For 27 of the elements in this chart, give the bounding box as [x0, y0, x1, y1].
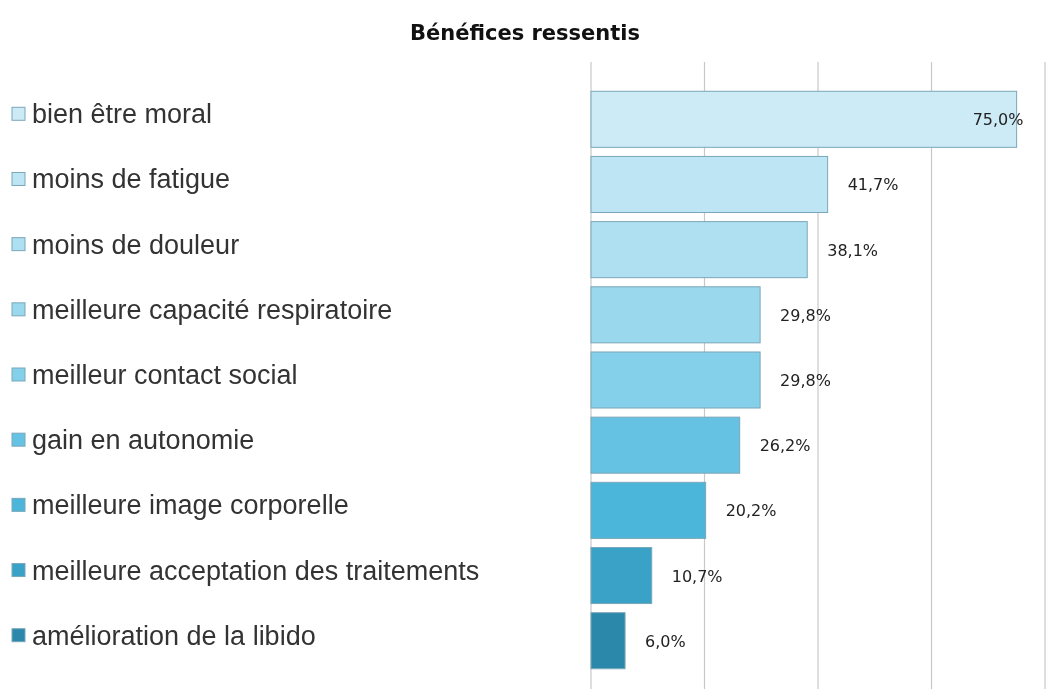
chart-title: Bénéfices ressentis: [409, 21, 641, 45]
y-tick-label: amélioration de la libido: [32, 620, 316, 651]
y-tick-label: moins de fatigue: [32, 164, 231, 195]
y-tick-label: meilleure capacité respiratoire: [32, 294, 393, 325]
y-tick-label: gain en autonomie: [32, 425, 255, 456]
bar: [590, 612, 626, 670]
data-label: 6,0%: [645, 631, 686, 651]
bar: [590, 416, 741, 474]
data-label: 10,7%: [671, 566, 723, 586]
data-label: 41,7%: [847, 175, 899, 195]
y-tick-label: meilleure image corporelle: [32, 490, 349, 521]
data-label: 20,2%: [725, 501, 777, 521]
bar: [590, 155, 829, 213]
bar: [590, 351, 761, 409]
data-label: 75,0%: [972, 110, 1024, 130]
bar: [590, 221, 808, 279]
data-label: 38,1%: [827, 240, 879, 260]
data-label: 26,2%: [759, 436, 811, 456]
y-tick-label: meilleur contact social: [32, 360, 298, 390]
y-tick-label: meilleure acceptation des traitements: [32, 555, 480, 586]
y-tick-label: moins de douleur: [32, 229, 240, 260]
data-label: 29,8%: [780, 371, 831, 390]
y-tick-label: bien être moral: [32, 99, 213, 130]
data-label: 29,8%: [780, 305, 831, 325]
bar: [590, 547, 653, 605]
bar: [590, 286, 761, 344]
bar: [590, 481, 707, 539]
